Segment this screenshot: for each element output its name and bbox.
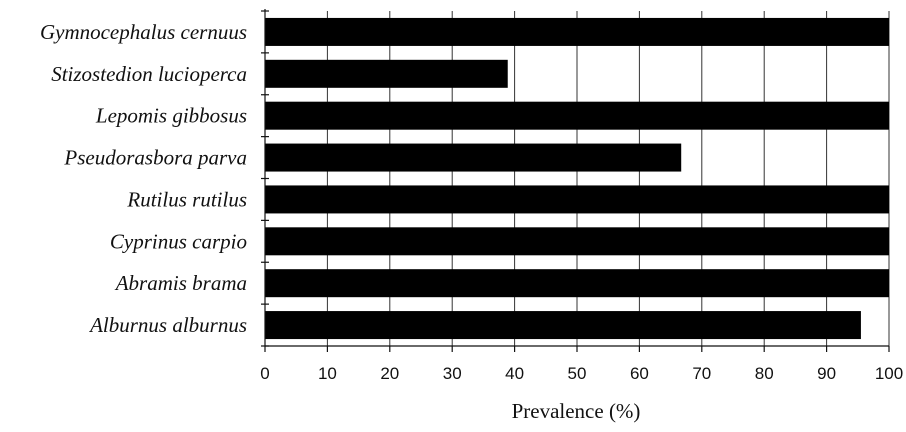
bar-abramis-brama (265, 269, 889, 298)
x-tick-label-40: 40 (505, 364, 524, 383)
x-tick-label-0: 0 (260, 364, 269, 383)
bar-stizostedion-lucioperca (265, 59, 508, 88)
category-label: Lepomis gibbosus (95, 104, 247, 128)
x-tick-label-60: 60 (630, 364, 649, 383)
x-tick-label-100: 100 (875, 364, 903, 383)
bar-rutilus-rutilus (265, 185, 889, 214)
bar-cyprinus-carpio (265, 227, 889, 256)
category-label: Alburnus alburnus (88, 313, 247, 337)
x-tick-label-90: 90 (817, 364, 836, 383)
x-tick-label-50: 50 (568, 364, 587, 383)
x-tick-label-10: 10 (318, 364, 337, 383)
x-axis-title: Prevalence (%) (512, 399, 641, 423)
x-tick-label-70: 70 (692, 364, 711, 383)
category-label: Pseudorasbora parva (63, 146, 247, 170)
x-tick-label-80: 80 (755, 364, 774, 383)
category-label: Gymnocephalus cernuus (40, 20, 247, 44)
category-label: Stizostedion lucioperca (51, 62, 247, 86)
bar-lepomis-gibbosus (265, 101, 889, 130)
bar-gymnocephalus-cernuus (265, 17, 889, 46)
category-label: Cyprinus carpio (110, 229, 247, 253)
bar-pseudorasbora-parva (265, 143, 682, 172)
category-label: Rutilus rutilus (126, 187, 247, 211)
bar-alburnus-alburnus (265, 311, 861, 340)
x-tick-label-20: 20 (380, 364, 399, 383)
x-tick-label-30: 30 (443, 364, 462, 383)
category-label: Abramis brama (114, 271, 247, 295)
